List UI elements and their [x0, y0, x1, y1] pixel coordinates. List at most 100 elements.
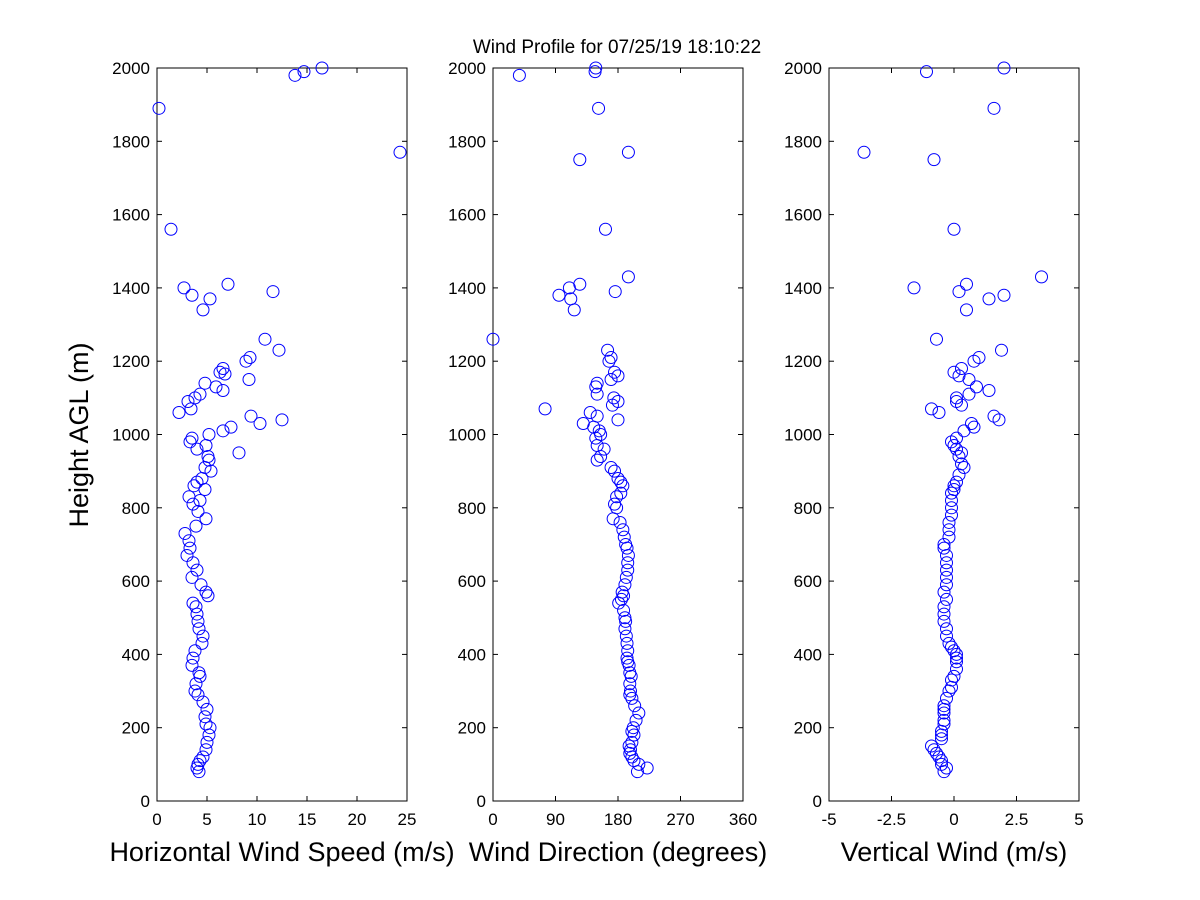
data-point-wind-direction [620, 651, 634, 665]
ticks-horizontal-wind-speed: 0 5 10 15 20 25 0 200 400 600 800 1000 1200 1400 1600 1… [112, 59, 416, 829]
data-point-vertical-wind [947, 222, 961, 236]
data-point-horizontal-wind-speed [198, 376, 212, 390]
data-point-vertical-wind [950, 651, 963, 665]
data-point-vertical-wind [940, 563, 953, 577]
y-tick-label-vertical-wind: 0 [813, 792, 822, 811]
data-point-vertical-wind [945, 493, 958, 507]
data-point-horizontal-wind-speed [193, 754, 207, 768]
y-tick-label-horizontal-wind-speed: 800 [122, 499, 150, 518]
data-point-vertical-wind [940, 691, 953, 705]
data-point-horizontal-wind-speed [189, 519, 203, 533]
x-tick-label-horizontal-wind-speed: 10 [248, 810, 267, 829]
data-point-horizontal-wind-speed [193, 493, 207, 507]
figure-title: Wind Profile for 07/25/19 18:10:22 [473, 37, 761, 58]
panel-vertical-wind: -5 -2.5 0 2.5 5 0 200 400 600 800 1000 1200 1400 1600… [784, 59, 1084, 867]
data-point-vertical-wind [932, 406, 946, 420]
data-point-wind-direction [552, 288, 566, 302]
y-tick-label-vertical-wind: 1000 [784, 426, 822, 445]
ticks-vertical-wind: -5 -2.5 0 2.5 5 0 200 400 600 800 1000 1200 1400 1600… [784, 59, 1084, 829]
data-point-horizontal-wind-speed [216, 384, 230, 398]
data-point-horizontal-wind-speed [183, 435, 197, 449]
data-point-wind-direction [619, 570, 633, 584]
y-tick-label-wind-direction: 1400 [448, 279, 486, 298]
data-point-wind-direction [622, 739, 636, 753]
data-point-vertical-wind [940, 556, 953, 570]
data-point-wind-direction [623, 666, 637, 680]
data-point-vertical-wind [987, 101, 1001, 115]
y-tick-label-vertical-wind: 200 [794, 719, 822, 738]
data-point-wind-direction [486, 332, 500, 346]
data-point-vertical-wind [940, 629, 953, 643]
data-point-vertical-wind [942, 636, 956, 650]
axes-box-horizontal-wind-speed [156, 67, 408, 802]
data-point-vertical-wind [937, 537, 951, 551]
data-point-vertical-wind [962, 387, 976, 401]
data-point-vertical-wind [940, 592, 953, 606]
x-axis-label-wind-direction: Wind Direction (degrees) [469, 837, 768, 867]
data-point-horizontal-wind-speed [288, 68, 302, 82]
marks-horizontal-wind-speed [152, 61, 407, 779]
data-point-wind-direction [616, 479, 630, 493]
data-point-horizontal-wind-speed [202, 428, 216, 441]
data-point-wind-direction [602, 354, 616, 368]
data-point-horizontal-wind-speed [200, 702, 214, 716]
data-point-vertical-wind [962, 373, 976, 387]
data-point-vertical-wind [940, 578, 953, 592]
data-point-vertical-wind [940, 548, 953, 562]
panel-wind-direction: 0 90 180 270 360 0 200 400 600 800 1000 1200 1400 160… [448, 59, 767, 867]
data-point-horizontal-wind-speed [187, 479, 201, 493]
data-point-wind-direction [614, 486, 628, 500]
data-point-horizontal-wind-speed [199, 717, 213, 731]
data-point-horizontal-wind-speed [232, 446, 246, 460]
data-point-horizontal-wind-speed [199, 743, 213, 757]
data-point-wind-direction [604, 351, 618, 365]
data-point-vertical-wind [937, 706, 951, 720]
data-point-wind-direction [610, 501, 624, 515]
data-point-horizontal-wind-speed [201, 589, 215, 603]
x-tick-label-wind-direction: 90 [546, 810, 565, 829]
data-point-vertical-wind [942, 515, 956, 529]
data-point-vertical-wind [950, 391, 963, 405]
axes-box-wind-direction [492, 67, 744, 802]
data-point-vertical-wind [952, 449, 966, 463]
y-tick-label-wind-direction: 800 [458, 499, 486, 518]
data-point-wind-direction [618, 622, 632, 636]
ticks-wind-direction: 0 90 180 270 360 0 200 400 600 800 1000 1200 1400 160… [448, 59, 757, 829]
y-tick-label-horizontal-wind-speed: 2000 [112, 59, 150, 78]
data-point-vertical-wind [935, 732, 948, 746]
data-point-horizontal-wind-speed [243, 351, 257, 365]
data-point-vertical-wind [937, 713, 951, 727]
data-point-wind-direction [538, 402, 552, 416]
data-point-horizontal-wind-speed [191, 688, 205, 702]
data-point-vertical-wind [947, 644, 961, 658]
data-point-horizontal-wind-speed [239, 354, 253, 368]
data-point-vertical-wind [997, 61, 1011, 75]
x-tick-label-horizontal-wind-speed: 15 [298, 810, 317, 829]
data-point-horizontal-wind-speed [183, 541, 197, 555]
y-tick-label-horizontal-wind-speed: 1200 [112, 352, 150, 371]
data-point-vertical-wind [972, 351, 986, 365]
data-point-vertical-wind [987, 409, 1001, 423]
data-point-horizontal-wind-speed [152, 101, 166, 115]
data-point-wind-direction [614, 475, 628, 489]
data-point-vertical-wind [937, 607, 951, 621]
data-point-wind-direction [589, 61, 603, 75]
y-tick-label-horizontal-wind-speed: 200 [122, 719, 150, 738]
marks-vertical-wind [857, 61, 1048, 779]
data-point-wind-direction [620, 636, 634, 650]
data-point-wind-direction [621, 145, 635, 159]
data-point-horizontal-wind-speed [201, 449, 215, 463]
x-tick-label-vertical-wind: 5 [1074, 810, 1083, 829]
data-point-horizontal-wind-speed [195, 636, 209, 650]
data-point-horizontal-wind-speed [199, 512, 213, 526]
data-point-vertical-wind [942, 530, 956, 544]
y-tick-label-horizontal-wind-speed: 1000 [112, 426, 150, 445]
data-point-vertical-wind [950, 647, 963, 661]
data-point-wind-direction [624, 684, 637, 698]
x-tick-label-horizontal-wind-speed: 5 [202, 810, 211, 829]
data-point-vertical-wind [925, 739, 938, 753]
data-point-wind-direction [632, 706, 646, 720]
data-point-wind-direction [607, 391, 621, 405]
data-point-horizontal-wind-speed [209, 380, 223, 394]
data-point-horizontal-wind-speed [253, 417, 267, 431]
